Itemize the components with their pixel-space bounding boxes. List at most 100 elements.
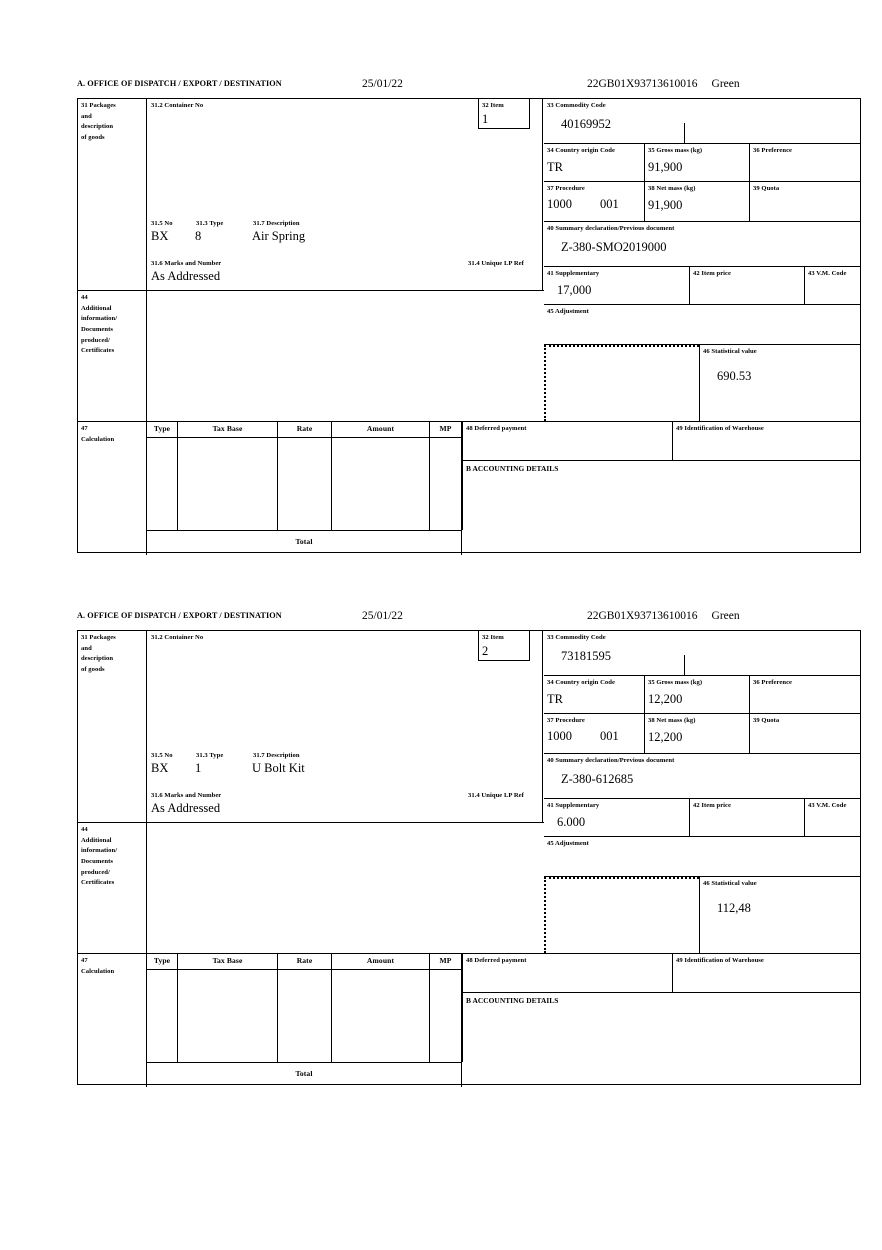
cell-rate-2[interactable] — [278, 970, 332, 1063]
form-header: A. OFFICE OF DISPATCH / EXPORT / DESTINA… — [77, 78, 863, 98]
box-31-packages-label: 31 Packages and description of goods — [81, 102, 116, 142]
accounting-details-label-2: B ACCOUNTING DETAILS — [466, 996, 559, 1005]
box-47-calculation-label: 47 Calculation — [78, 421, 146, 554]
statistical-value: 690.53 — [717, 368, 752, 383]
box-40-previous-document: 40 Summary declaration/Previous document… — [544, 222, 860, 267]
box-46-statistical-value-2: 46 Statistical value 112,48 — [699, 877, 860, 953]
label-31-5-no-2: 31.5 No — [151, 752, 173, 759]
form-body-2: 31 Packages and description of goods 31.… — [77, 630, 861, 1087]
mrn-number-2: 22GB01X93713610016 — [587, 610, 698, 622]
box-38-net-mass-2: 38 Net mass (kg) 12,200 — [645, 714, 750, 754]
accounting-details-label: B ACCOUNTING DETAILS — [466, 464, 559, 473]
cell-rate[interactable] — [278, 438, 332, 531]
country-origin-value: TR — [547, 159, 563, 174]
mrn-header: 22GB01X93713610016 Green — [587, 78, 740, 90]
box-45-dotted-continuation — [544, 345, 699, 421]
col-header-type-2: Type — [146, 954, 178, 970]
box-36-preference: 36 Preference — [750, 144, 860, 182]
office-of-dispatch-label: A. OFFICE OF DISPATCH / EXPORT / DESTINA… — [77, 79, 282, 88]
cell-amount[interactable] — [332, 438, 430, 531]
procedure-code-2: 001 — [600, 197, 619, 211]
box-31-2-container-no: 31.2 Container No — [151, 102, 204, 109]
cell-tax-base[interactable] — [178, 438, 278, 531]
commodity-code-value-2: 73181595 — [561, 648, 611, 663]
procedure-code-2-2: 001 — [600, 729, 619, 743]
mrn-number: 22GB01X93713610016 — [587, 78, 698, 90]
calculation-table-2: Type Tax Base Rate Amount MP Total — [146, 953, 462, 1087]
box-43-vm-code-2: 43 V.M. Code — [805, 799, 860, 837]
form-body: 31 Packages and description of goods 31.… — [77, 98, 861, 555]
commodity-tick-icon — [684, 123, 685, 144]
box-36-preference-2: 36 Preference — [750, 676, 860, 714]
col-header-mp: MP — [430, 422, 462, 438]
office-of-dispatch-label-2: A. OFFICE OF DISPATCH / EXPORT / DESTINA… — [77, 611, 282, 620]
lane-colour: Green — [711, 78, 740, 90]
mrn-header-2: 22GB01X93713610016 Green — [587, 610, 740, 622]
cell-type-2[interactable] — [146, 970, 178, 1063]
box-42-item-price: 42 Item price — [690, 267, 805, 305]
divider-31-vertical — [146, 99, 147, 290]
procedure-code-1: 1000 — [547, 197, 572, 211]
cell-type[interactable] — [146, 438, 178, 531]
box-48-deferred-payment-2: 48 Deferred payment — [462, 953, 672, 993]
form-header-2: A. OFFICE OF DISPATCH / EXPORT / DESTINA… — [77, 610, 863, 630]
cell-tax-base-2[interactable] — [178, 970, 278, 1063]
col-header-mp-2: MP — [430, 954, 462, 970]
col-header-rate: Rate — [278, 422, 332, 438]
previous-document-value-2: Z-380-612685 — [561, 771, 634, 786]
cell-mp[interactable] — [430, 438, 462, 531]
label-31-7-description-2: 31.7 Description — [253, 752, 300, 759]
label-31-4-lp-ref-2: 31.4 Unique LP Ref — [468, 792, 524, 799]
box-37-procedure-2: 37 Procedure 1000 001 — [544, 714, 645, 754]
packages-no-value: BX — [151, 229, 169, 243]
col-header-rate-2: Rate — [278, 954, 332, 970]
box-32-item: 32 Item 1 — [478, 99, 530, 129]
label-31-7-description: 31.7 Description — [253, 220, 300, 227]
cell-amount-2[interactable] — [332, 970, 430, 1063]
box-35-gross-mass-2: 35 Gross mass (kg) 12,200 — [645, 676, 750, 714]
col-header-tax-base: Tax Base — [178, 422, 278, 438]
divider-center-vertical — [542, 99, 543, 290]
label-31-3-type: 31.3 Type — [196, 220, 224, 227]
box-31-2-container-no-2: 31.2 Container No — [151, 634, 204, 641]
divider-31-vertical-2 — [146, 631, 147, 822]
packages-type-value: 8 — [195, 229, 202, 243]
total-label-2: Total — [295, 1069, 313, 1078]
box-44-additional-information-label: 44 Additional information/ Documents pro… — [78, 290, 146, 421]
net-mass-value: 91,900 — [648, 197, 683, 212]
commodity-code-value: 40169952 — [561, 116, 611, 131]
box-31-goods-row: 31.5 No 31.3 Type 31.7 Description BX 8 … — [148, 219, 608, 255]
box-46-area-2: 46 Statistical value 112,48 — [544, 877, 860, 953]
sad-form-page-1: A. OFFICE OF DISPATCH / EXPORT / DESTINA… — [77, 78, 863, 555]
box-39-quota-2: 39 Quota — [750, 714, 860, 754]
divider-center-vertical-2 — [542, 631, 543, 822]
cell-mp-2[interactable] — [430, 970, 462, 1063]
box-40-previous-document-2: 40 Summary declaration/Previous document… — [544, 754, 860, 799]
box-31-packages-label-2: 31 Packages and description of goods — [81, 634, 116, 674]
box-31-marks-row-2: 31.6 Marks and Number 31.4 Unique LP Ref… — [148, 791, 608, 821]
total-label: Total — [295, 537, 313, 546]
box-45-adjustment: 45 Adjustment — [544, 305, 860, 345]
label-31-3-type-2: 31.3 Type — [196, 752, 224, 759]
supplementary-value-2: 6.000 — [557, 814, 586, 829]
label-31-6-marks: 31.6 Marks and Number — [151, 260, 222, 267]
previous-document-value: Z-380-SMO2019000 — [561, 239, 667, 254]
country-origin-value-2: TR — [547, 691, 563, 706]
box-46-area: 46 Statistical value 690.53 — [544, 345, 860, 421]
box-33-commodity-code: 33 Commodity Code 40169952 — [544, 99, 860, 144]
commodity-tick-icon-2 — [684, 655, 685, 676]
calculation-table: Type Tax Base Rate Amount MP Total — [146, 421, 462, 555]
box-46-statistical-value: 46 Statistical value 690.53 — [699, 345, 860, 421]
sad-form-page-2: A. OFFICE OF DISPATCH / EXPORT / DESTINA… — [77, 610, 863, 1087]
box-35-gross-mass: 35 Gross mass (kg) 91,900 — [645, 144, 750, 182]
box-43-vm-code: 43 V.M. Code — [805, 267, 860, 305]
box-48-deferred-payment: 48 Deferred payment — [462, 421, 672, 461]
col-header-amount: Amount — [332, 422, 430, 438]
item-number-value: 1 — [482, 111, 489, 126]
declaration-date-2: 25/01/22 — [362, 610, 403, 622]
net-mass-value-2: 12,200 — [648, 729, 683, 744]
box-49-warehouse-id-2: 49 Identification of Warehouse — [672, 953, 860, 993]
box-31-marks-row: 31.6 Marks and Number 31.4 Unique LP Ref… — [148, 259, 608, 289]
label-31-5-no: 31.5 No — [151, 220, 173, 227]
gross-mass-value: 91,900 — [648, 159, 683, 174]
